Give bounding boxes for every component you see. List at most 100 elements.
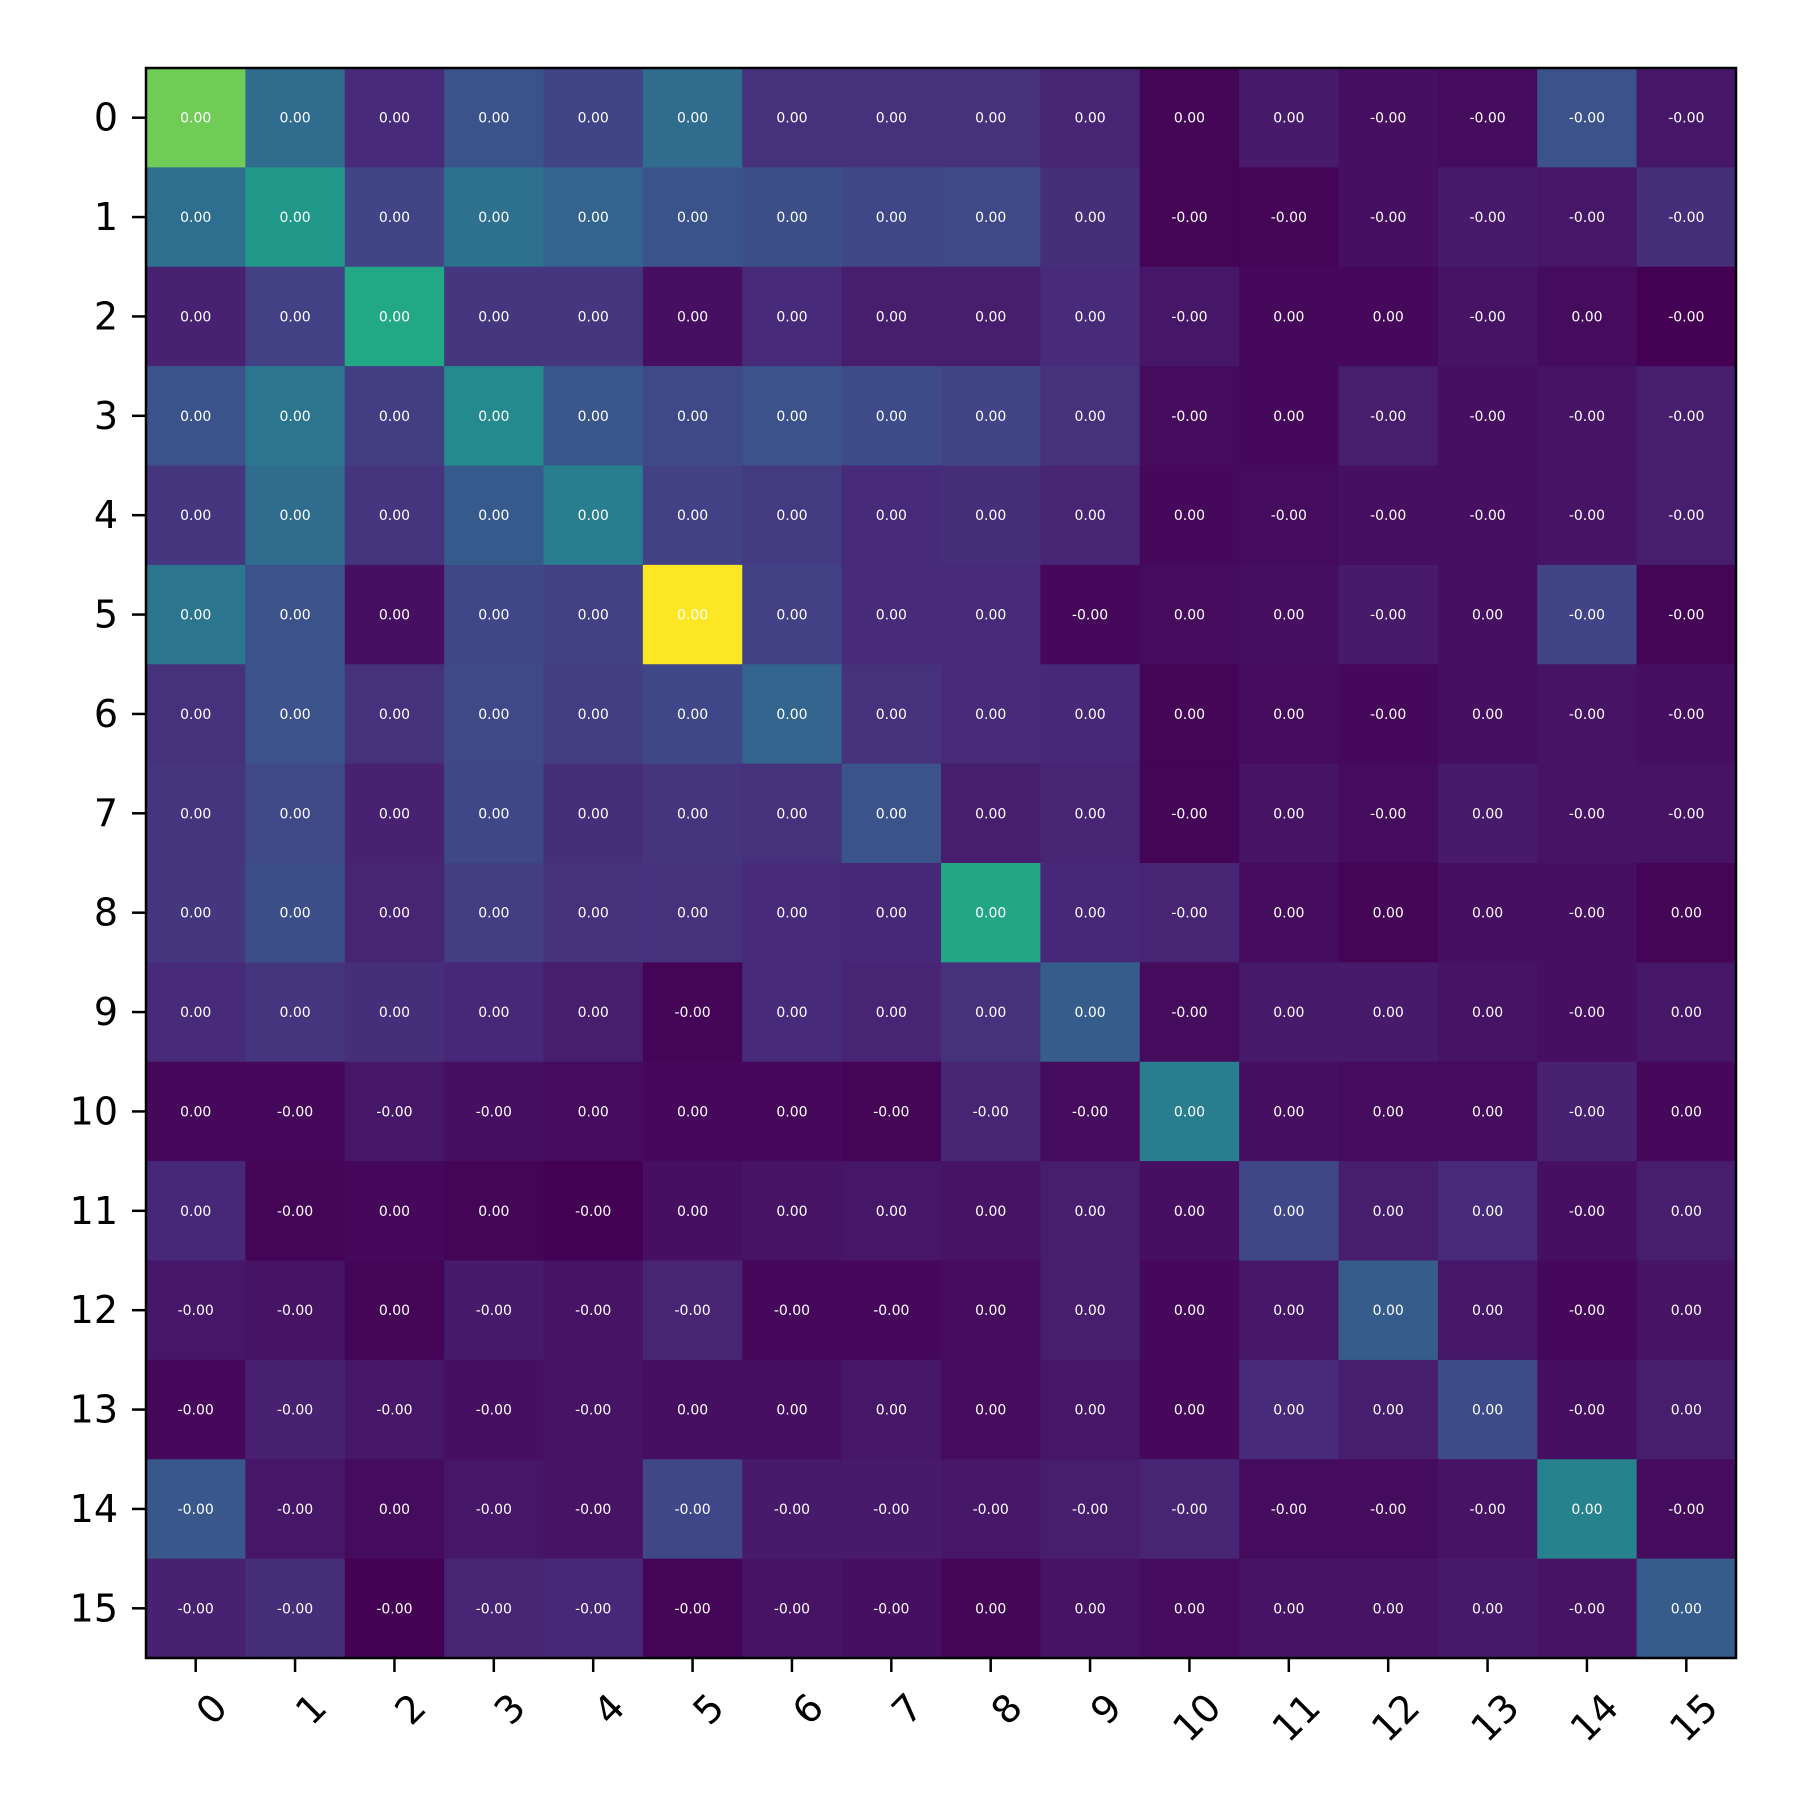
heatmap-cell-r14-c12 [1338,1459,1439,1560]
cell-label-r4-c12: -0.00 [1370,508,1406,524]
cell-label-r5-c8: 0.00 [975,608,1006,624]
y-tick-label-4: 4 [94,493,118,537]
cell-label-r2-c8: 0.00 [975,309,1006,325]
heatmap-cell-r3-c14 [1537,366,1638,467]
x-tick-label-7: 7 [883,1685,931,1733]
cell-label-r12-c5: -0.00 [674,1303,710,1319]
heatmap-cell-r8-c0 [146,863,246,963]
cell-label-r0-c9: 0.00 [1074,111,1105,127]
cell-label-r1-c5: 0.00 [677,210,708,226]
x-tick-label-4: 4 [585,1685,633,1733]
cell-label-r6-c2: 0.00 [379,707,410,723]
heatmap-cell-r1-c4 [543,167,644,268]
heatmap-cell-r13-c5 [642,1359,743,1460]
cell-label-r7-c12: -0.00 [1370,806,1406,822]
heatmap-cell-r5-c14 [1537,564,1638,665]
heatmap-cell-r3-c11 [1239,366,1340,467]
cell-label-r8-c6: 0.00 [776,906,807,922]
heatmap-cell-r6-c14 [1537,664,1638,765]
heatmap-cell-r5-c12 [1338,564,1439,665]
cell-label-r5-c12: -0.00 [1370,608,1406,624]
cell-label-r9-c0: 0.00 [180,1005,211,1021]
heatmap-cell-r3-c1 [245,366,346,467]
heatmap-cell-r4-c12 [1338,465,1439,566]
cell-label-r1-c15: -0.00 [1668,210,1704,226]
cell-label-r14-c7: -0.00 [873,1502,909,1518]
cell-label-r13-c12: 0.00 [1373,1403,1404,1419]
cell-label-r9-c11: 0.00 [1273,1005,1304,1021]
cell-label-r2-c3: 0.00 [478,309,509,325]
cell-label-r2-c1: 0.00 [279,309,310,325]
cell-label-r11-c11: 0.00 [1273,1204,1304,1220]
heatmap-cell-r8-c4 [543,863,644,963]
heatmap-cell-r12-c8 [941,1260,1041,1361]
heatmap-cell-r11-c13 [1437,1161,1538,1262]
cell-label-r3-c14: -0.00 [1569,409,1605,425]
cell-label-r12-c2: 0.00 [379,1303,410,1319]
cell-label-r5-c4: 0.00 [578,608,609,624]
cell-label-r13-c11: 0.00 [1273,1403,1304,1419]
heatmap-cell-r3-c3 [444,366,545,467]
x-tick-label-9: 9 [1082,1685,1130,1733]
heatmap-cell-r9-c0 [146,962,246,1063]
cell-label-r1-c1: 0.00 [279,210,310,226]
heatmap-cell-r0-c11 [1239,68,1340,168]
heatmap-cell-r10-c12 [1338,1061,1439,1162]
cell-label-r6-c11: 0.00 [1273,707,1304,723]
heatmap-cell-r15-c4 [543,1558,644,1659]
cell-label-r8-c15: 0.00 [1671,906,1702,922]
cell-label-r6-c1: 0.00 [279,707,310,723]
heatmap-cell-r1-c5 [642,167,743,268]
heatmap-cell-r4-c2 [344,465,445,566]
heatmap-cell-r4-c8 [941,465,1041,566]
cell-label-r11-c2: 0.00 [379,1204,410,1220]
cell-label-r7-c5: 0.00 [677,806,708,822]
heatmap-cell-r2-c1 [245,266,346,367]
heatmap-cell-r7-c11 [1239,763,1340,864]
cell-label-r12-c10: 0.00 [1174,1303,1205,1319]
heatmap-cell-r6-c9 [1040,664,1141,765]
y-tick-label-8: 8 [94,891,118,935]
heatmap-cell-r1-c11 [1239,167,1340,268]
heatmap-cell-r7-c15 [1636,763,1737,864]
cell-label-r4-c8: 0.00 [975,508,1006,524]
heatmap-cell-r11-c9 [1040,1161,1141,1262]
cell-label-r8-c1: 0.00 [279,906,310,922]
heatmap-cell-r0-c8 [941,68,1041,168]
heatmap-cell-r12-c3 [444,1260,545,1361]
cell-label-r6-c3: 0.00 [478,707,509,723]
heatmap-cell-r14-c7 [841,1459,942,1560]
heatmap-cell-r1-c14 [1537,167,1638,268]
heatmap-cell-r2-c14 [1537,266,1638,367]
cell-label-r13-c14: -0.00 [1569,1403,1605,1419]
heatmap-cell-r15-c8 [941,1558,1041,1659]
cell-label-r8-c8: 0.00 [975,906,1006,922]
cell-label-r15-c3: -0.00 [476,1601,512,1617]
cell-label-r8-c5: 0.00 [677,906,708,922]
cell-label-r0-c1: 0.00 [279,111,310,127]
heatmap-cell-r6-c8 [941,664,1041,765]
cell-label-r12-c14: -0.00 [1569,1303,1605,1319]
cell-label-r14-c14: 0.00 [1571,1502,1602,1518]
cell-label-r5-c13: 0.00 [1472,608,1503,624]
heatmap-cell-r6-c12 [1338,664,1439,765]
heatmap-cell-r9-c8 [941,962,1041,1063]
heatmap-cell-r13-c11 [1239,1359,1340,1460]
cell-label-r14-c0: -0.00 [178,1502,214,1518]
cell-label-r4-c4: 0.00 [578,508,609,524]
heatmap-cell-r6-c11 [1239,664,1340,765]
cell-label-r11-c5: 0.00 [677,1204,708,1220]
heatmap-cell-r11-c10 [1139,1161,1240,1262]
heatmap-cell-r6-c15 [1636,664,1737,765]
cell-label-r15-c8: 0.00 [975,1601,1006,1617]
cell-label-r8-c12: 0.00 [1373,906,1404,922]
heatmap-cell-r0-c1 [245,68,346,168]
cell-label-r14-c5: -0.00 [674,1502,710,1518]
heatmap-cell-r9-c4 [543,962,644,1063]
x-tick-label-15: 15 [1661,1685,1726,1750]
heatmap-cell-r2-c3 [444,266,545,367]
heatmap-cell-r7-c7 [841,763,942,864]
heatmap-cell-r6-c13 [1437,664,1538,765]
cell-label-r3-c13: -0.00 [1469,409,1505,425]
